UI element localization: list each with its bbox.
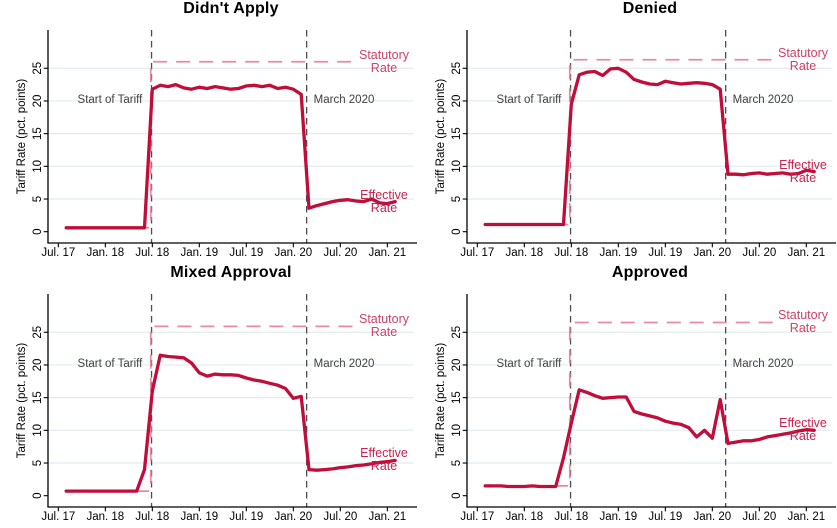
panel-denied: Denied Tariff Rate (pct. points) Jul. 17… [419,0,837,264]
y-tick-label: 15 [32,127,44,140]
y-tick-label: 15 [451,127,463,140]
x-tick-label: Jul. 17 [460,247,494,259]
panel-mixed-approval: Mixed Approval Tariff Rate (pct. points)… [0,264,418,528]
plot-area: Tariff Rate (pct. points) Jul. 17 Jan. 18… [435,294,836,523]
y-tick-label: 15 [451,391,463,404]
panel-title: Mixed Approval [170,264,292,281]
x-tick-label: Jul. 18 [554,247,588,259]
statutory-rate-label: Statutory Rate [777,308,829,336]
x-tick-label: Jul. 18 [135,511,169,523]
tariff-start-annotation: Start of Tariff [496,357,562,370]
effective-rate-line [64,82,397,230]
statutory-rate-line [485,321,775,487]
effective-rate-line [483,66,816,227]
y-tick-label: 0 [32,492,44,498]
x-tick-label: Jan. 20 [693,247,731,259]
x-tick-label: Jan. 21 [368,511,406,523]
effective-rate-label: Effective Rate [779,157,827,185]
panel-approved: Approved Tariff Rate (pct. points) Jul. … [419,264,837,528]
x-tick-label: Jul. 19 [648,247,682,259]
y-tick-label: 25 [451,326,463,339]
march-2020-annotation: March 2020 [732,357,794,370]
y-tick-label: 0 [451,492,463,498]
x-tick-label: Jan. 19 [180,247,218,259]
y-tick-label: 25 [451,62,463,75]
y-tick-label: 20 [32,95,44,108]
march-2020-annotation: March 2020 [313,93,375,106]
x-tick-label: Jul. 17 [41,511,75,523]
statutory-rate-line [66,325,356,492]
x-tick-label: Jan. 18 [505,247,543,259]
tariff-start-annotation: Start of Tariff [77,93,143,106]
x-tick-label: Jan. 21 [787,247,825,259]
x-tick-label: Jul. 20 [742,247,776,259]
x-tick-label: Jan. 21 [368,247,406,259]
y-tick-label: 5 [32,196,44,202]
plot-area: Tariff Rate (pct. points) Jul. 17 Jan. 18… [16,294,417,523]
plot-area: Tariff Rate (pct. points) Jul. 17 Jan. 18… [435,30,836,259]
y-tick-label: 20 [451,359,463,372]
y-tick-label: 25 [32,326,44,339]
statutory-rate-label: Statutory Rate [358,312,410,340]
statutory-rate-line [485,58,775,226]
y-tick-label: 10 [32,424,44,437]
march-2020-annotation: March 2020 [313,357,375,370]
panel-didnt-apply: Didn't Apply Tariff Rate (pct. points) J… [0,0,418,264]
x-tick-label: Jan. 18 [86,247,124,259]
panel-title: Denied [622,0,678,17]
x-tick-label: Jan. 20 [693,511,731,523]
y-axis-title: Tariff Rate (pct. points) [435,79,447,195]
x-tick-label: Jan. 19 [180,511,218,523]
tariff-start-annotation: Start of Tariff [496,93,562,106]
y-tick-label: 0 [451,228,463,234]
x-tick-label: Jan. 19 [599,511,637,523]
y-tick-label: 20 [32,359,44,372]
effective-rate-label: Effective Rate [360,187,408,215]
x-tick-label: Jan. 18 [505,511,543,523]
x-tick-label: Jul. 20 [742,511,776,523]
statutory-rate-label: Statutory Rate [777,45,829,73]
x-tick-label: Jan. 21 [787,511,825,523]
effective-rate-line [64,353,397,493]
y-tick-label: 10 [451,424,463,437]
x-tick-label: Jul. 20 [323,511,357,523]
y-tick-label: 15 [32,391,44,404]
tariff-start-annotation: Start of Tariff [77,357,143,370]
effective-rate-label: Effective Rate [779,416,827,444]
x-tick-label: Jul. 19 [229,511,263,523]
y-tick-label: 5 [451,196,463,202]
plot-area: Tariff Rate (pct. points) Jul. 17 Jan. 18… [16,30,417,259]
y-axis-title: Tariff Rate (pct. points) [16,79,28,195]
x-tick-label: Jul. 17 [41,247,75,259]
y-tick-label: 5 [32,460,44,466]
y-tick-label: 10 [451,160,463,173]
march-2020-annotation: March 2020 [732,93,794,106]
effective-rate-label: Effective Rate [360,446,408,474]
statutory-rate-label: Statutory Rate [358,47,410,75]
y-axis-title: Tariff Rate (pct. points) [435,343,447,459]
x-tick-label: Jan. 19 [599,247,637,259]
y-axis-title: Tariff Rate (pct. points) [16,343,28,459]
x-tick-label: Jan. 18 [86,511,124,523]
x-tick-label: Jul. 20 [323,247,357,259]
x-tick-label: Jul. 17 [460,511,494,523]
x-tick-label: Jul. 19 [229,247,263,259]
x-tick-label: Jul. 18 [554,511,588,523]
y-tick-label: 0 [32,228,44,234]
panel-title: Didn't Apply [183,0,279,17]
y-tick-label: 20 [451,95,463,108]
x-tick-label: Jan. 20 [274,511,312,523]
effective-rate-line [483,388,816,489]
x-tick-label: Jul. 19 [648,511,682,523]
y-tick-label: 25 [32,62,44,75]
y-tick-label: 10 [32,160,44,173]
panel-title: Approved [611,264,689,281]
y-tick-label: 5 [451,460,463,466]
x-tick-label: Jul. 18 [135,247,169,259]
x-tick-label: Jan. 20 [274,247,312,259]
